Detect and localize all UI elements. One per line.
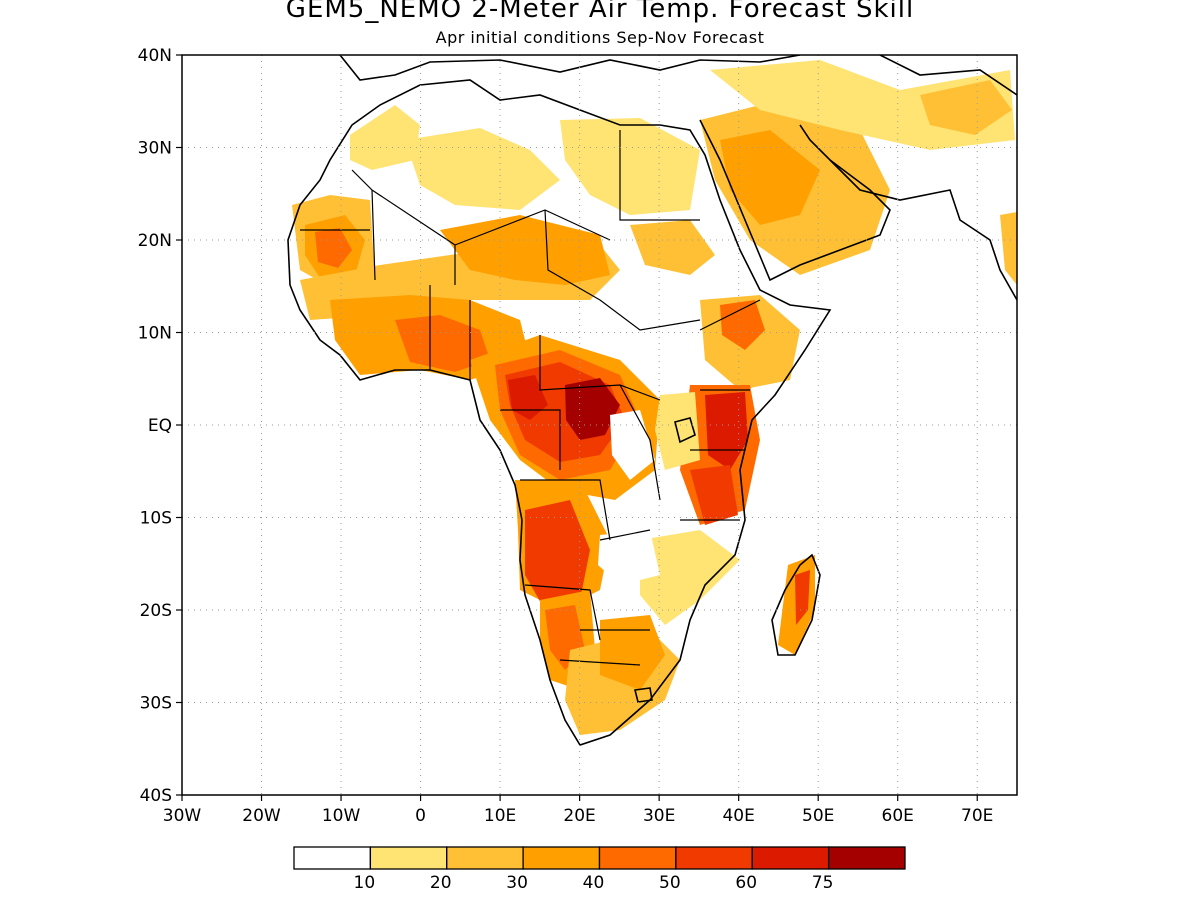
x-tick-label: 10W (322, 806, 361, 826)
shade-mozambique (640, 530, 740, 625)
shade-sahara-north (405, 128, 560, 210)
shade-ghana-nigeria (395, 315, 490, 372)
y-tick-label: 30S (140, 694, 172, 714)
gulf-coast (829, 159, 1017, 301)
y-tick-label: 30N (138, 139, 172, 159)
color-bar-swatch (598, 846, 677, 870)
x-tick-label: 60E (882, 806, 914, 826)
y-tick-label: 40S (140, 786, 172, 806)
shade-maghreb (350, 105, 420, 170)
color-bar-swatch (522, 846, 601, 870)
shade-botswana (600, 615, 665, 690)
x-tick-label: 40E (722, 806, 754, 826)
color-bar-swatch (369, 846, 448, 870)
country-borders (300, 130, 761, 666)
coastlines (287, 55, 1017, 746)
x-axis-labels: 30W 20W 10W 0 10E 20E 30E 40E 50E 60E 70E (163, 806, 994, 826)
y-tick-label: EQ (148, 416, 172, 436)
axis-ticks (176, 54, 978, 801)
y-tick-label: 20S (140, 601, 172, 621)
color-bar (293, 846, 906, 870)
color-bar-swatch (293, 846, 372, 870)
color-bar-label: 10 (354, 873, 376, 893)
shade-middle-east (710, 60, 1015, 150)
shade-ethiopia-hot (720, 300, 765, 350)
color-bar-swatch (827, 846, 906, 870)
color-bar-label: 50 (659, 873, 681, 893)
shade-madagascar-hot (795, 570, 810, 625)
x-tick-label: 10E (484, 806, 516, 826)
color-bar-swatch (675, 846, 753, 870)
shade-sudan-east (630, 220, 715, 275)
color-bar-label: 40 (583, 873, 605, 893)
shade-iran-spots (920, 80, 1012, 135)
y-axis-labels: 40N 30N 20N 10N EQ 10S 20S 30S 40S (138, 46, 172, 806)
color-bar-label: 60 (735, 873, 757, 893)
y-tick-label: 40N (138, 46, 172, 66)
color-bar-swatch (751, 846, 830, 870)
mediterranean-north (339, 55, 801, 81)
x-tick-label: 30W (163, 806, 202, 826)
map-title: GEM5_NEMO 2-Meter Air Temp. Forecast Ski… (285, 0, 915, 24)
skill-shading (292, 60, 1017, 735)
color-bar-swatch (446, 846, 524, 870)
madagascar-coastline (771, 553, 821, 656)
shade-tanzania-core (690, 465, 738, 525)
shade-zambia-gap (598, 530, 660, 585)
map-subtitle: Apr initial conditions Sep-Nov Forecast (435, 28, 765, 47)
shade-niger-chad (440, 215, 610, 285)
x-tick-label: 30E (643, 806, 675, 826)
africa-coastline (287, 79, 832, 746)
color-bar-label: 75 (812, 873, 834, 893)
lake-okavango (634, 687, 653, 703)
x-tick-label: 20W (242, 806, 281, 826)
x-tick-label: 0 (415, 806, 426, 826)
y-tick-label: 10N (138, 324, 172, 344)
shade-india-west (1000, 212, 1017, 285)
black-sea-region (879, 55, 1017, 96)
color-bar-label: 20 (430, 873, 452, 893)
shade-arabia-core (720, 130, 820, 225)
x-tick-label: 50E (802, 806, 834, 826)
shade-angola-hot (525, 500, 590, 610)
color-bar-label: 30 (506, 873, 528, 893)
lake-victoria (674, 417, 696, 444)
color-bar-labels: 10 20 30 40 50 60 75 (354, 873, 834, 893)
x-tick-label: 20E (563, 806, 595, 826)
x-tick-label: 70E (961, 806, 993, 826)
y-tick-label: 10S (140, 509, 172, 529)
shade-cameroon-core (508, 375, 548, 420)
shade-libya-egypt (560, 118, 700, 215)
shade-mauritania-hot (315, 228, 352, 268)
y-tick-label: 20N (138, 231, 172, 251)
